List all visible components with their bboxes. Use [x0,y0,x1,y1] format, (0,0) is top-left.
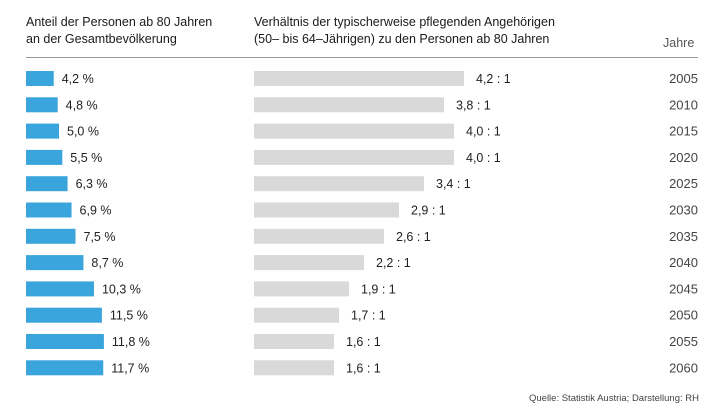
share-bar [26,97,58,113]
share-bar [26,255,84,271]
share-bar [26,334,104,349]
header-divider [26,57,698,58]
ratio-bar [254,255,364,271]
year-label: 2015 [669,124,698,139]
ratio-bar [254,202,399,218]
share-value-label: 6,9 % [80,204,112,218]
ratio-bar [254,176,424,192]
ratio-chart-title-line-1: Verhältnis der typischerweise pflegenden… [254,15,555,29]
ratio-bar [254,123,454,139]
ratio-value-label: 1,9 : 1 [361,282,396,296]
year-label: 2050 [669,308,698,323]
ratio-chart-title: Verhältnis der typischerweise pflegenden… [254,14,555,48]
year-label: 2010 [669,97,698,112]
share-value-label: 4,8 % [66,98,98,112]
ratio-chart-title-line-2: (50– bis 64–Jährigen) zu den Personen ab… [254,32,550,46]
share-value-label: 4,2 % [62,72,94,86]
ratio-bar [254,228,384,244]
share-value-label: 6,3 % [76,177,108,191]
year-label: 2060 [669,360,698,375]
ratio-value-label: 4,2 : 1 [476,72,511,86]
share-value-label: 5,5 % [70,151,102,165]
ratio-value-label: 4,0 : 1 [466,125,501,139]
year-label: 2040 [669,255,698,270]
ratio-bar [254,149,454,165]
ratio-bar [254,307,339,323]
share-value-label: 11,7 % [111,361,149,375]
years-column-header: Jahre [663,36,695,50]
share-value-label: 7,5 % [84,230,116,244]
ratio-value-label: 3,8 : 1 [456,98,491,112]
share-bar [26,149,63,165]
ratio-bar [254,281,349,297]
share-bar [26,360,104,376]
year-label: 2030 [669,203,698,218]
share-bar [26,71,54,86]
ratio-value-label: 4,0 : 1 [466,151,501,165]
share-bar [26,202,72,218]
share-value-label: 11,8 % [112,335,150,349]
share-bar [26,281,94,297]
year-label: 2020 [669,150,698,165]
ratio-value-label: 2,6 : 1 [396,230,431,244]
share-bar [26,176,68,192]
ratio-value-label: 3,4 : 1 [436,177,471,191]
ratio-bar [254,334,334,349]
ratio-value-label: 1,7 : 1 [351,309,386,323]
source-note: Quelle: Statistik Austria; Darstellung: … [528,393,699,404]
ratio-bar [254,97,444,113]
ratio-value-label: 1,6 : 1 [346,335,381,349]
share-chart-title-line-2: an der Gesamtbevölkerung [26,32,177,46]
share-value-label: 10,3 % [102,282,141,296]
year-label: 2025 [669,176,698,191]
share-bar [26,228,76,244]
year-label: 2005 [669,71,698,86]
year-label: 2055 [669,334,698,349]
share-bar [26,307,102,323]
year-label: 2045 [669,281,698,296]
ratio-value-label: 1,6 : 1 [346,361,381,375]
share-bar [26,123,59,139]
ratio-bar [254,360,334,376]
share-value-label: 5,0 % [67,125,99,139]
share-chart-title: Anteil der Personen ab 80 Jahren an der … [26,14,212,48]
ratio-value-label: 2,9 : 1 [411,204,446,218]
year-label: 2035 [669,229,698,244]
ratio-value-label: 2,2 : 1 [376,256,411,270]
share-value-label: 11,5 % [110,309,148,323]
share-value-label: 8,7 % [91,256,123,270]
share-chart-title-line-1: Anteil der Personen ab 80 Jahren [26,15,213,29]
ratio-bar [254,71,464,86]
